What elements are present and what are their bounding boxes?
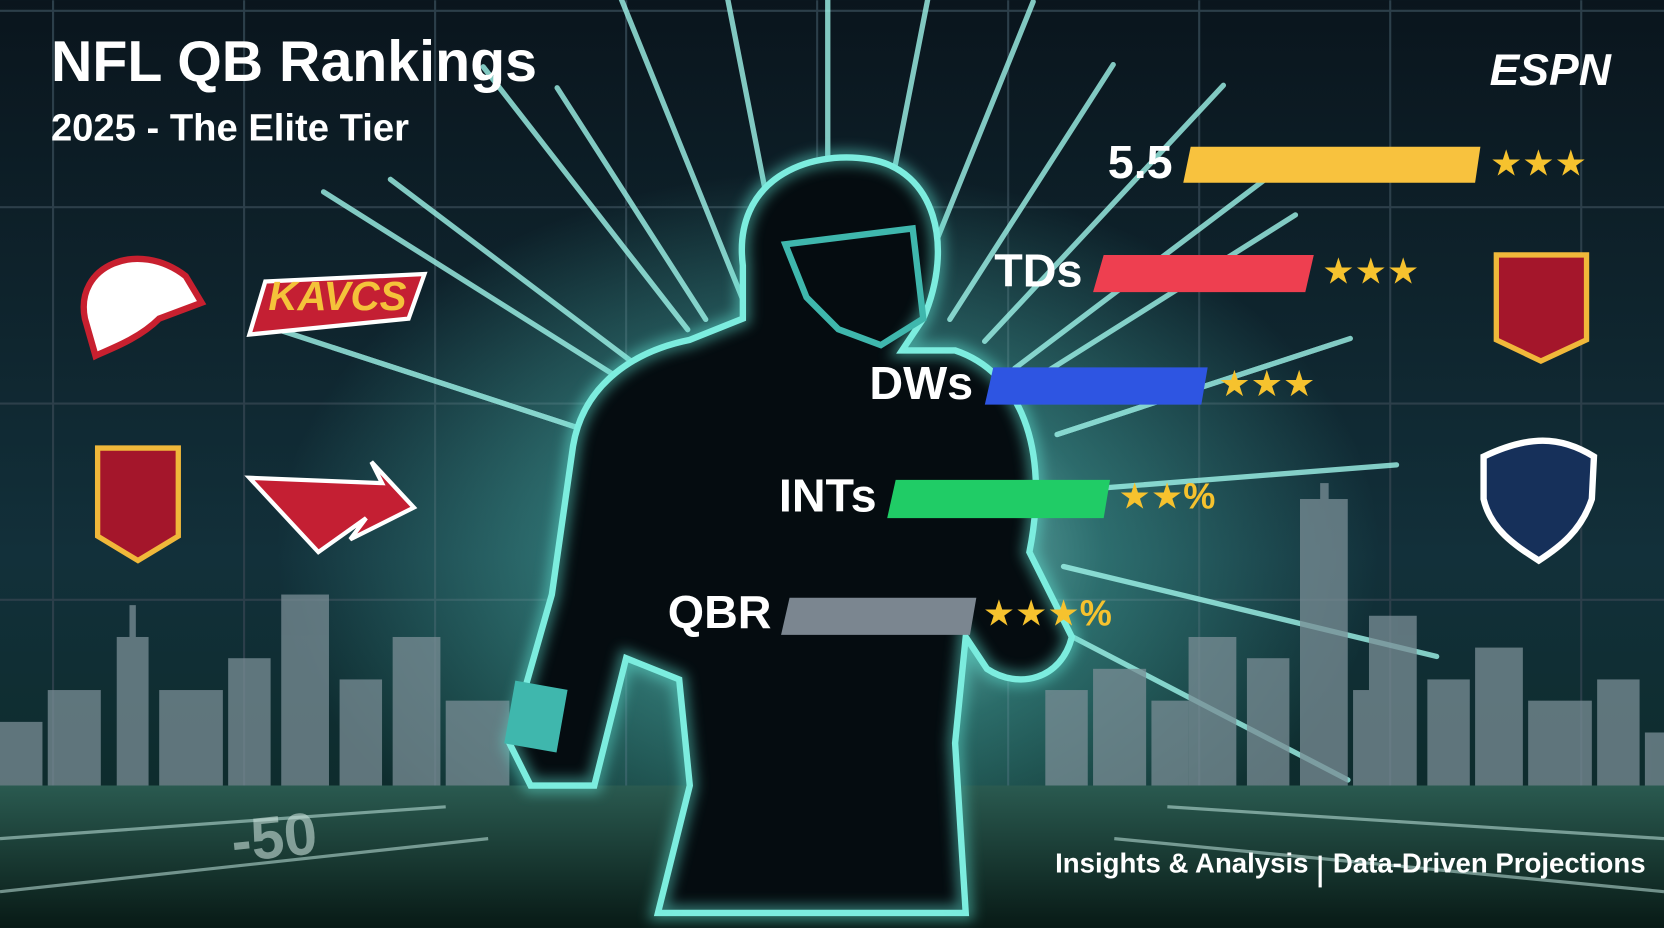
building <box>1300 499 1348 786</box>
building <box>1597 679 1640 786</box>
light-ray <box>320 189 631 387</box>
stat-rating: ★★★ <box>1322 251 1419 292</box>
facemask <box>780 224 927 349</box>
skyline <box>0 483 1664 786</box>
building <box>445 700 510 786</box>
subtitle: 2025 - The Elite Tier <box>51 106 409 149</box>
stat-rating: ★★★% <box>983 592 1112 633</box>
light-ray <box>554 85 709 323</box>
light-ray <box>618 0 747 306</box>
light-ray <box>1068 462 1400 494</box>
building <box>1151 700 1189 786</box>
building <box>1644 732 1664 786</box>
building <box>47 690 101 786</box>
building <box>1320 483 1329 505</box>
building <box>1045 690 1088 786</box>
logo-shape <box>244 460 418 555</box>
footer-text: Insights & Analysis <box>1055 848 1308 879</box>
building <box>1368 615 1417 786</box>
field-marking: -50 <box>228 799 320 875</box>
logo-wordmark: KAVCS <box>268 273 406 319</box>
title: NFL QB Rankings <box>51 30 537 94</box>
stat-bar <box>887 479 1111 519</box>
light-ray <box>981 82 1227 345</box>
building <box>1427 679 1470 786</box>
light-ray <box>947 61 1116 323</box>
building <box>116 636 149 786</box>
building <box>392 636 441 786</box>
stat-bar <box>781 597 977 635</box>
building <box>1093 668 1147 786</box>
building <box>129 605 136 643</box>
logo-shape <box>246 271 428 337</box>
brand-logo: ESPN <box>1490 46 1612 95</box>
building <box>159 690 223 786</box>
building <box>1246 658 1290 786</box>
light-ray <box>387 176 644 372</box>
silhouette-glow <box>501 150 1080 921</box>
building <box>339 679 383 786</box>
stat-rating: ★★% <box>1119 476 1216 517</box>
stat-label: TDs <box>994 244 1082 296</box>
building <box>281 594 329 786</box>
logo-shape <box>94 445 181 564</box>
building <box>1528 700 1592 786</box>
stat-rating: ★★★ <box>1218 363 1315 404</box>
footer-text: Data-Driven Projections <box>1333 848 1646 879</box>
building <box>1188 636 1237 786</box>
building <box>0 721 43 786</box>
logo-shape <box>1480 437 1598 565</box>
logo-shape <box>1493 252 1590 364</box>
light-ray <box>480 64 691 333</box>
building <box>228 658 271 786</box>
logo-shape <box>80 255 207 361</box>
stat-rating: ★★★ <box>1490 142 1587 183</box>
stat-label: 5.5 <box>1108 136 1173 188</box>
wristband <box>504 680 568 753</box>
light-ray <box>1025 212 1299 387</box>
stat-label: DWs <box>869 357 973 409</box>
team-logos: KAVCS <box>80 252 1598 565</box>
stat-bar <box>984 367 1208 405</box>
building <box>1475 647 1523 786</box>
stat-bar <box>1183 146 1481 183</box>
stat-label: INTs <box>779 469 877 521</box>
stat-bar <box>1093 254 1314 293</box>
stat-rows: 5.5 ★★★ TDs ★★★ DWs ★★★ INTs ★★% QBR ★★★… <box>668 136 1587 638</box>
light-ray <box>274 326 602 438</box>
stat-label: QBR <box>668 586 772 638</box>
yard-line <box>0 805 1664 894</box>
player <box>501 150 1080 921</box>
